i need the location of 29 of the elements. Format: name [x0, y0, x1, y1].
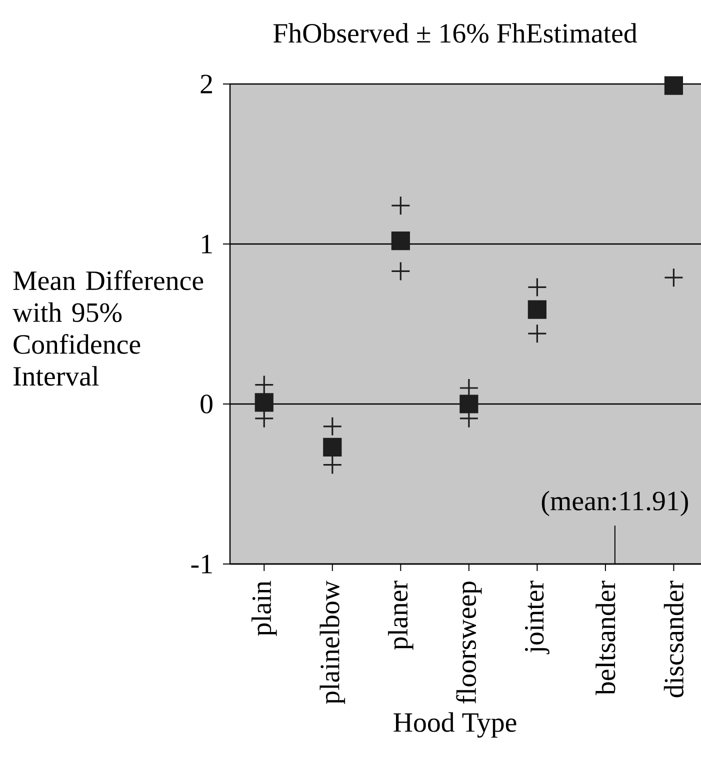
x-axis-title: Hood Type	[394, 712, 516, 738]
point	[528, 300, 546, 319]
x-tick-label: floorsweep	[456, 582, 482, 704]
y-tick-label: 1	[202, 234, 212, 254]
y-tick-label: -1	[191, 554, 212, 574]
x-tick-label: beltsander	[596, 580, 616, 696]
x-tick-label: jointer	[524, 580, 550, 654]
point	[322, 455, 342, 475]
point	[664, 76, 684, 95]
point	[254, 393, 274, 412]
point	[664, 268, 684, 288]
x-tick-label: plain	[251, 580, 277, 636]
point	[323, 438, 342, 456]
annotation: (mean:11.91)	[542, 490, 688, 516]
y-tick-label: 2	[200, 74, 212, 94]
y-tick-label: 0	[200, 394, 212, 414]
point	[460, 394, 478, 414]
point	[254, 375, 274, 395]
point	[527, 324, 547, 344]
point	[390, 261, 410, 281]
y-axis-title: Mean Difference with 95% Confidence Interval	[12, 270, 204, 386]
x-tick-label: plainelbow	[320, 580, 346, 704]
x-tick-label: planer	[388, 580, 414, 650]
point	[322, 416, 342, 436]
chart-title: FhObserved ± 16% FhEstimated	[273, 23, 638, 43]
point	[527, 277, 547, 297]
x-tick-label: discsander	[664, 580, 684, 698]
point	[391, 231, 410, 250]
point	[390, 196, 410, 216]
